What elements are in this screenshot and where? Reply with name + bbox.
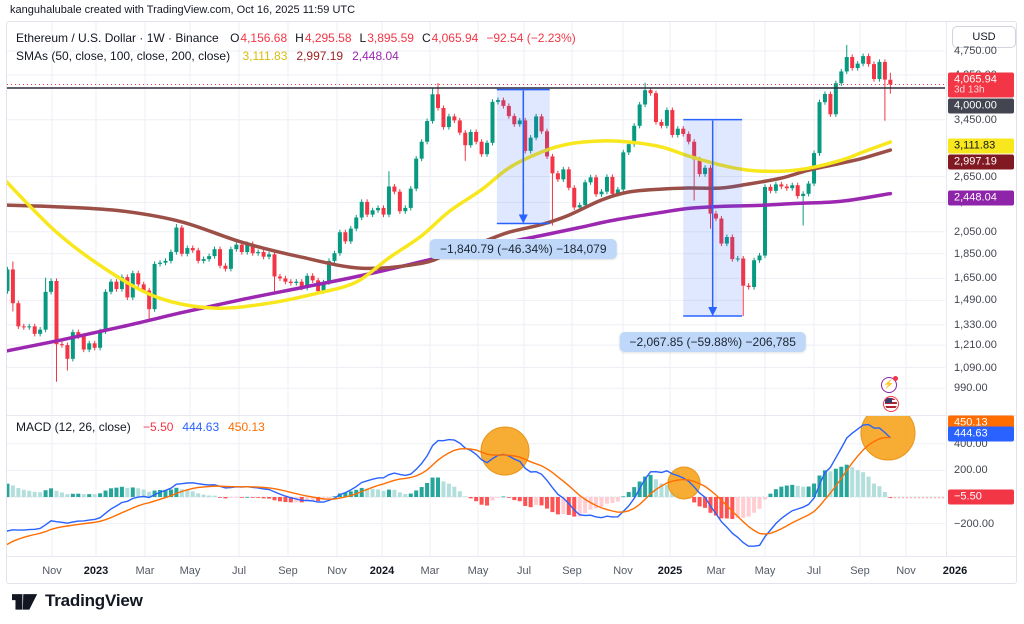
time-tick-label: 2026 <box>942 565 968 577</box>
macd-values: −5.50 444.63 450.13 <box>134 420 265 434</box>
time-tick-label: Nov <box>613 565 633 577</box>
axis-tick-label: 990.00 <box>954 382 988 395</box>
legend-value: C <box>421 31 431 45</box>
ohlc-values: O4,156.68 H4,295.58 L3,895.59 C4,065.94 −92.… <box>222 31 576 45</box>
time-axis-separator <box>7 556 1017 557</box>
sma-values: 3,111.83 2,997.19 2,448.04 <box>233 49 398 63</box>
time-tick-label: Mar <box>135 565 155 577</box>
time-tick-label: Sep <box>278 565 298 577</box>
economic-event-icon[interactable]: ⚡ <box>881 376 898 393</box>
price-tag: −5.50 <box>948 489 1014 505</box>
axis-tick-label: 1,850.00 <box>954 247 997 260</box>
time-tick-label: May <box>179 565 201 577</box>
price-tag: 3,111.83 <box>948 138 1014 154</box>
legend-value: −5.50 <box>143 420 174 434</box>
price-axis-separator <box>946 22 947 556</box>
time-tick-label: Sep <box>562 565 582 577</box>
currency-unit-button[interactable]: USD <box>952 26 1016 48</box>
axis-tick-label: 1,330.00 <box>954 318 997 331</box>
price-tag: 2,448.04 <box>948 190 1014 206</box>
tradingview-logo-icon <box>12 594 38 610</box>
time-tick-label: 2025 <box>657 565 683 577</box>
symbol-legend[interactable]: Ethereum / U.S. Dollar · 1W · Binance O4… <box>16 31 576 45</box>
price-tag: 4,000.00 <box>948 98 1014 114</box>
legend-value: 3,111.83 <box>242 49 288 63</box>
axis-tick-label: 1,490.00 <box>954 294 997 307</box>
axis-tick-label: 4,750.00 <box>954 45 997 58</box>
macd-legend[interactable]: MACD (12, 26, close) −5.50 444.63 450.13 <box>16 420 265 434</box>
candle-body <box>0 291 4 295</box>
legend-value: 4,065.94 <box>431 31 479 45</box>
time-tick-label: May <box>754 565 776 577</box>
legend-value: 2,448.04 <box>352 49 399 63</box>
time-tick-label: Nov <box>327 565 347 577</box>
time-tick-label: Mar <box>420 565 440 577</box>
legend-value: H <box>295 31 304 45</box>
price-tag: 444.63 <box>948 426 1014 442</box>
notification-dot-icon <box>893 376 898 381</box>
tradingview-logo[interactable]: TradingView <box>12 590 143 612</box>
sma-legend[interactable]: SMAs (50, close, 100, close, 200, close)… <box>16 49 399 63</box>
legend-value: O <box>230 31 240 45</box>
time-tick-label: Jul <box>516 565 532 577</box>
us-economic-event-icon[interactable] <box>883 396 899 412</box>
time-tick-label: Mar <box>706 565 726 577</box>
legend-value: −92.54 (−2.23%) <box>486 31 576 45</box>
time-tick-label: Jul <box>231 565 247 577</box>
price-tag: 2,997.19 <box>948 154 1014 170</box>
legend-value: 4,295.58 <box>304 31 352 45</box>
axis-tick-label: 1,650.00 <box>954 272 997 285</box>
time-tick-label: 2023 <box>83 565 109 577</box>
legend-value: 444.63 <box>182 420 220 434</box>
axis-tick-label: 1,090.00 <box>954 361 997 374</box>
symbol-title[interactable]: Ethereum / U.S. Dollar · 1W · Binance <box>16 31 219 45</box>
pane-separator[interactable] <box>7 415 1017 416</box>
legend-value: 3,895.59 <box>367 31 414 45</box>
macd-histogram-bar <box>0 485 4 497</box>
axis-tick-label: 3,450.00 <box>954 113 997 126</box>
measure-label: −1,840.79 (−46.34%) −184,079 <box>430 239 617 260</box>
measure-label: −2,067.85 (−59.88%) −206,785 <box>619 332 806 353</box>
sma-legend-label[interactable]: SMAs (50, close, 100, close, 200, close) <box>16 49 231 63</box>
time-tick-label: Sep <box>850 565 870 577</box>
attribution-text: kanguhalubale created with TradingView.c… <box>10 4 356 16</box>
chart-widget-frame <box>6 21 1017 584</box>
time-tick-label: 2024 <box>369 565 395 577</box>
legend-value: L <box>359 31 367 45</box>
time-tick-label: Nov <box>42 565 62 577</box>
axis-tick-label: 1,210.00 <box>954 339 997 352</box>
axis-tick-label: 2,050.00 <box>954 225 997 238</box>
time-tick-label: May <box>467 565 489 577</box>
legend-value: 4,156.68 <box>240 31 288 45</box>
axis-tick-label: 2,650.00 <box>954 170 997 183</box>
price-tag: 4,065.94 3d 13h <box>948 72 1014 97</box>
macd-legend-label[interactable]: MACD (12, 26, close) <box>16 420 131 434</box>
time-tick-label: Nov <box>896 565 916 577</box>
axis-tick-label: −200.00 <box>954 517 995 530</box>
legend-value: 2,997.19 <box>296 49 344 63</box>
axis-tick-label: 200.00 <box>954 464 988 477</box>
legend-value: 450.13 <box>228 420 265 434</box>
tradingview-logo-text: TradingView <box>45 591 143 610</box>
us-flag-canton <box>885 398 892 403</box>
time-tick-label: Jul <box>806 565 822 577</box>
